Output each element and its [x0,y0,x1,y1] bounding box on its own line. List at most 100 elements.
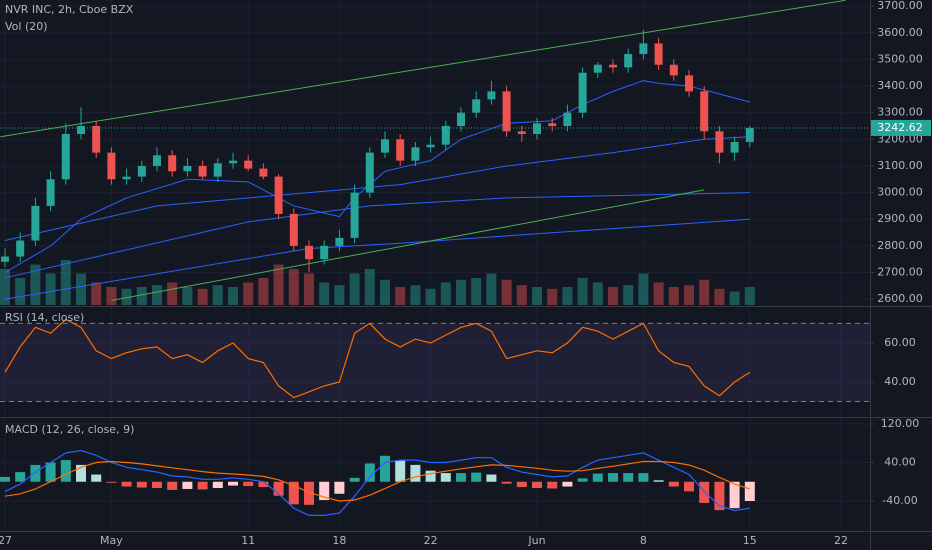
volume-bar [440,282,451,305]
candle-body [426,144,435,148]
volume-bar [30,264,41,305]
candle-body [122,176,131,180]
volume-bar [273,264,284,305]
candle-body [46,179,55,206]
volume-bar [349,273,360,305]
candle-body [609,64,617,68]
volume-bar [425,288,436,305]
volume-bar [91,282,102,305]
histogram-bar [76,464,86,482]
y-tick-label: 3000.00 [877,186,923,199]
signal-line [4,460,750,502]
volume-bar [243,282,254,305]
volume-bar [471,278,482,305]
volume-bar [182,287,193,305]
histogram-bar [501,481,512,484]
macd-line [4,449,750,516]
candle-body [624,54,633,68]
y-tick-label: 40.00 [884,455,916,468]
histogram-bar [456,473,466,482]
y-tick-label: 60.00 [884,336,916,349]
histogram-bar [243,481,254,487]
volume-bar [608,287,618,305]
histogram-bar [319,481,330,501]
volume-bar [395,287,406,305]
x-tick-label: 27 [0,534,12,547]
y-tick-label: 2600.00 [877,292,923,305]
volume-bar [623,285,634,305]
y-tick-label: 120.00 [881,417,920,430]
x-tick-label: 11 [241,534,255,547]
volume-bar [562,287,573,305]
last-price-label: 3242.62 [877,121,923,134]
x-tick-label: 8 [640,534,647,547]
volume-bar [60,260,71,305]
histogram-bar [547,481,558,489]
candle-body [350,192,359,238]
x-tick-label: 22 [834,534,848,547]
x-tick-label: May [100,534,123,547]
x-tick-label: Jun [527,534,545,547]
volume-bar [45,273,56,305]
candle-body [548,123,557,126]
volume-bar [121,288,132,305]
volume-bar [456,279,466,305]
volume-bar [106,287,117,305]
histogram-bar [228,481,238,486]
histogram-bar [577,478,588,482]
candle-body [274,176,283,214]
candle-body [457,112,465,126]
candle-body [198,165,207,177]
volume-bar [15,278,26,305]
histogram-bar [532,481,542,488]
candle-body [229,160,237,164]
histogram-bar [410,464,421,482]
volume-bar [319,282,330,305]
volume-bar [0,269,10,305]
histogram-bar [197,481,208,490]
x-tick-label: 22 [424,534,438,547]
volume-bar [410,285,421,305]
volume-bar [334,285,345,305]
volume-bar [288,269,299,305]
histogram-bar [212,481,223,488]
histogram-bar [562,481,573,487]
candle-body [259,168,268,177]
candle-body [289,213,298,246]
moving-average [4,136,750,241]
histogram-bar [440,473,451,482]
macd-title: MACD (12, 26, close, 9) [5,423,134,436]
candle-body [685,75,693,92]
histogram-bar [121,481,132,487]
candle-body [472,99,481,113]
y-tick-label: 3700.00 [877,0,923,12]
histogram-bar [334,481,345,494]
y-tick-label: 2700.00 [877,266,923,279]
volume-bar [167,282,178,305]
x-tick-label: 18 [332,534,346,547]
candle-body [168,155,177,172]
volume-bar [364,269,375,305]
histogram-bar [258,481,269,488]
histogram-bar [167,481,178,490]
histogram-bar [684,481,694,492]
candle-body [715,131,724,153]
candle-body [593,64,602,73]
volume-label: Vol (20) [5,20,48,33]
y-tick-label: 3300.00 [877,106,923,119]
volume-bar [304,273,314,305]
histogram-bar [304,481,314,505]
candle-body [16,240,25,257]
volume-bar [577,278,588,305]
histogram-bar [653,480,664,482]
candle-body [700,91,709,132]
candle-body [487,91,496,100]
candle-body [77,125,85,134]
histogram-bar [592,473,603,482]
histogram-bar [60,460,71,482]
candle-body [92,125,101,153]
histogram-bar [638,473,649,482]
histogram-bar [45,462,56,482]
